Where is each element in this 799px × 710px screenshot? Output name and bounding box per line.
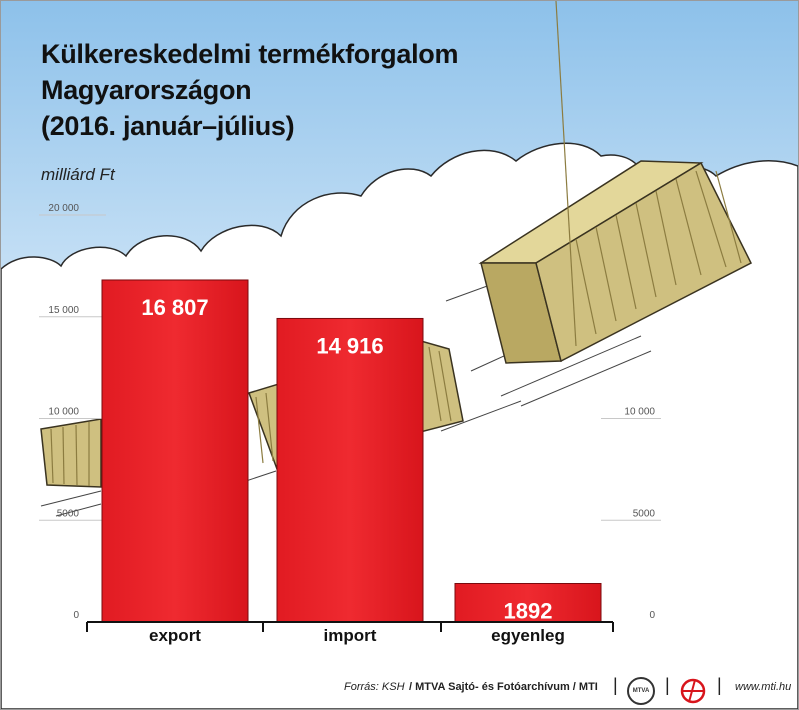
shipping-container-small — [40, 418, 102, 488]
source-prefix: Forrás: KSH — [344, 681, 405, 693]
divider-1: | — [613, 675, 618, 695]
y-tick-right-0: 0 — [649, 610, 655, 621]
category-label-egyenleg: egyenleg — [491, 626, 565, 645]
shipping-container-large — [478, 1, 753, 364]
chart-title-line-1: Külkereskedelmi termékforgalom — [41, 39, 459, 69]
value-label-import: 14 916 — [316, 333, 383, 358]
website-link[interactable]: www.mti.hu — [735, 681, 792, 693]
y-tick-right-2: 10 000 — [624, 407, 655, 418]
unit-label: milliárd Ft — [41, 165, 115, 184]
chart-title-line-3: (2016. január–július) — [41, 111, 295, 141]
y-tick-left-0: 0 — [73, 610, 79, 621]
mtva-logo-icon: MTVA — [627, 677, 655, 705]
y-tick-left-1: 5000 — [57, 508, 80, 519]
y-tick-left-2: 10 000 — [48, 407, 79, 418]
divider-3: | — [717, 675, 722, 695]
divider-2: | — [665, 675, 670, 695]
bar-import — [276, 317, 424, 623]
value-label-export: 16 807 — [141, 295, 208, 320]
bar-egyenleg — [454, 582, 602, 623]
y-tick-left-3: 15 000 — [48, 305, 79, 316]
y-tick-right-1: 5000 — [633, 508, 656, 519]
mti-logo-icon — [680, 678, 706, 704]
category-label-export: export — [149, 626, 201, 645]
category-label-import: import — [324, 626, 377, 645]
source-credit: / MTVA Sajtó- és Fotóarchívum / MTI — [409, 681, 598, 693]
value-label-egyenleg: 1892 — [504, 598, 553, 623]
y-tick-left-4: 20 000 — [48, 203, 79, 214]
chart-title-line-2: Magyarországon — [41, 75, 252, 105]
mtva-logo-text: MTVA — [632, 688, 650, 694]
bar-export — [101, 279, 249, 623]
